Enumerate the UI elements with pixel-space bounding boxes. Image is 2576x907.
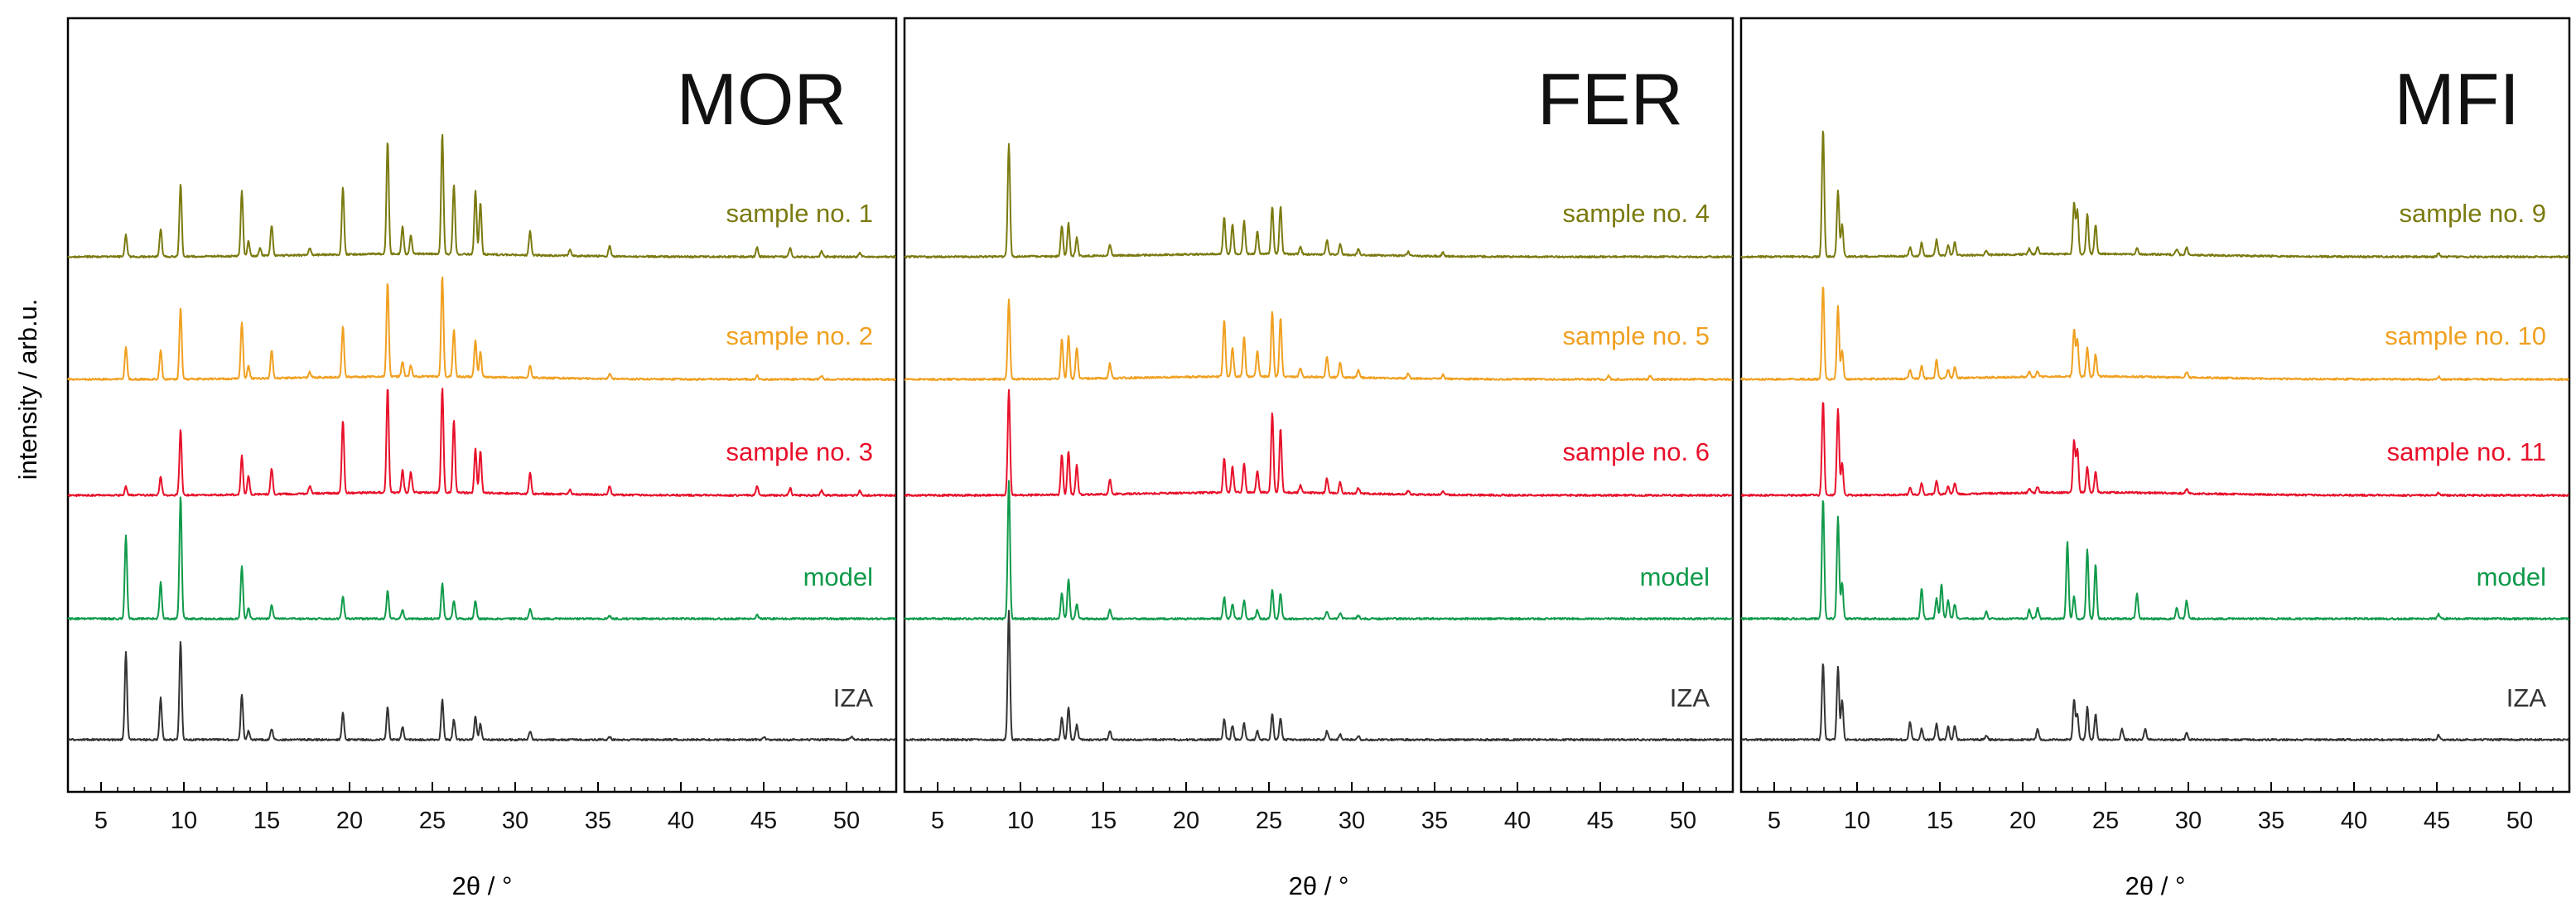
x-tick-label: 40 <box>1504 808 1531 834</box>
series-trace <box>1740 130 2570 259</box>
x-tick-label: 50 <box>833 808 860 834</box>
x-tick-label: 50 <box>2506 808 2533 834</box>
series-label: model <box>803 562 873 591</box>
x-tick-label: 25 <box>2092 808 2119 834</box>
series-trace <box>1740 663 2570 742</box>
x-tick-label: 20 <box>2009 808 2036 834</box>
series-label: IZA <box>1670 683 1710 712</box>
x-tick-label: 35 <box>2258 808 2284 834</box>
series-trace <box>904 142 1734 259</box>
series-label: model <box>1640 562 1710 591</box>
panel-fer: 2θ / ° FER 5 10 15 20 25 30 35 40 45 50 sample no. … <box>903 17 1734 900</box>
series-label: sample no. 6 <box>1563 437 1710 466</box>
series-trace <box>904 298 1734 382</box>
panel-mor: 2θ / ° MOR 5 10 15 20 25 30 35 40 45 50 sample no. … <box>66 17 898 900</box>
x-tick-label: 35 <box>1421 808 1448 834</box>
series-label: IZA <box>2506 683 2547 712</box>
x-tick-label: 5 <box>1768 808 1781 834</box>
series-trace <box>67 388 896 498</box>
series-label: sample no. 10 <box>2385 321 2546 350</box>
series-label: sample no. 4 <box>1563 199 1710 228</box>
panel-title: FER <box>1537 58 1683 140</box>
series-label: model <box>2477 562 2546 591</box>
x-tick-label: 5 <box>931 808 944 834</box>
series-label: sample no. 9 <box>2400 199 2547 228</box>
x-tick-label: 20 <box>336 808 363 834</box>
x-tick-label: 45 <box>750 808 777 834</box>
series-trace <box>1740 287 2570 382</box>
series-trace <box>904 388 1733 498</box>
series-label: IZA <box>833 683 874 712</box>
series-trace <box>1740 499 2570 621</box>
series-label: sample no. 3 <box>726 437 874 466</box>
panel-title: MOR <box>677 58 847 140</box>
x-tick-label: 45 <box>1587 808 1614 834</box>
series-label: sample no. 2 <box>726 321 874 350</box>
series-trace <box>904 610 1734 742</box>
x-tick-label: 10 <box>1007 808 1034 834</box>
x-tick-label: 40 <box>668 808 694 834</box>
x-tick-label: 10 <box>171 808 197 834</box>
x-tick-label: 30 <box>1339 808 1365 834</box>
series-trace <box>904 480 1734 621</box>
x-tick-label: 25 <box>419 808 446 834</box>
x-tick-label: 40 <box>2341 808 2367 834</box>
x-tick-label: 15 <box>253 808 280 834</box>
x-tick-label: 30 <box>502 808 528 834</box>
series-label: sample no. 5 <box>1563 321 1710 350</box>
x-axis-label: 2θ / ° <box>1289 871 1349 900</box>
series-label: sample no. 11 <box>2387 437 2546 466</box>
series-trace <box>1740 402 2569 498</box>
series-trace <box>67 496 897 621</box>
series-label: sample no. 1 <box>726 199 874 228</box>
y-axis-label: intensity / arb.u. <box>13 299 42 480</box>
panel-title: MFI <box>2394 58 2520 140</box>
x-tick-label: 15 <box>1090 808 1117 834</box>
x-tick-label: 25 <box>1256 808 1282 834</box>
x-tick-label: 15 <box>1927 808 1953 834</box>
x-tick-label: 45 <box>2424 808 2450 834</box>
x-tick-label: 50 <box>1670 808 1696 834</box>
x-axis-label: 2θ / ° <box>452 871 513 900</box>
x-tick-label: 35 <box>585 808 611 834</box>
series-trace <box>67 641 897 742</box>
x-tick-label: 30 <box>2175 808 2202 834</box>
x-tick-label: 5 <box>94 808 108 834</box>
x-axis-label: 2θ / ° <box>2125 871 2186 900</box>
x-tick-label: 20 <box>1173 808 1199 834</box>
panel-mfi: 2θ / ° MFI 5 10 15 20 25 30 35 40 45 50 sample no. … <box>1739 17 2571 900</box>
series-trace <box>67 276 897 382</box>
x-tick-label: 10 <box>1844 808 1870 834</box>
series-trace <box>67 133 897 259</box>
